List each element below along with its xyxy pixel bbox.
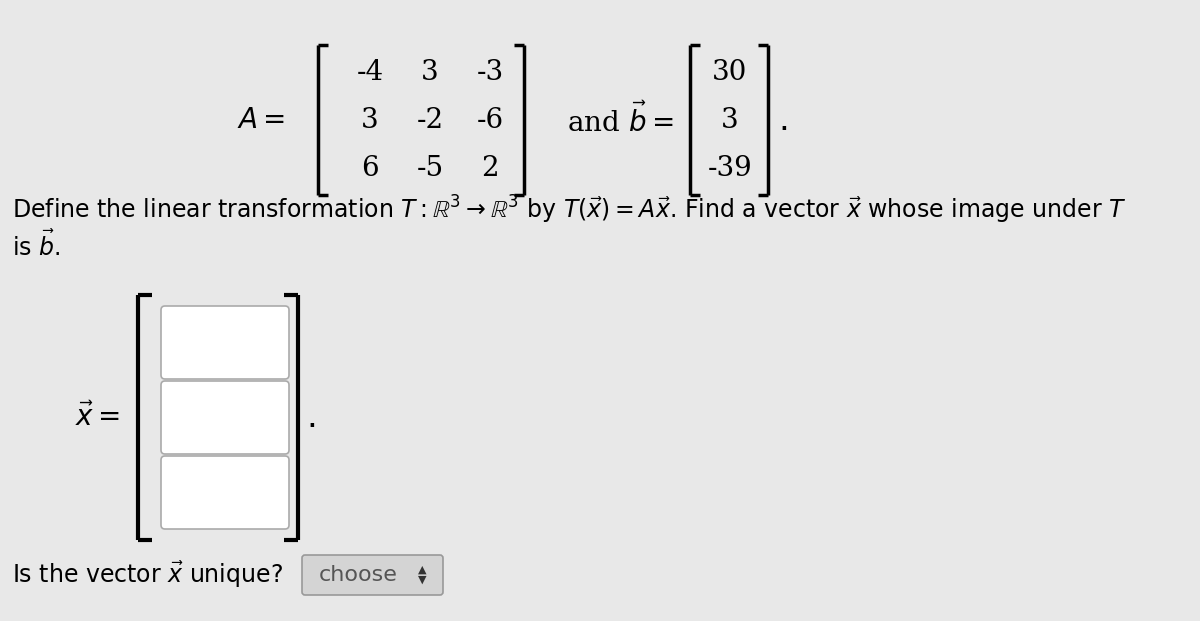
Text: and $\vec{b} =$: and $\vec{b} =$ bbox=[566, 102, 673, 137]
Text: .: . bbox=[306, 401, 317, 434]
Text: 30: 30 bbox=[713, 58, 748, 86]
Text: Define the linear transformation $T : \mathbb{R}^3 \rightarrow \mathbb{R}^3$ by : Define the linear transformation $T : \m… bbox=[12, 194, 1127, 226]
Text: 3: 3 bbox=[721, 106, 739, 134]
Text: ▼: ▼ bbox=[418, 575, 426, 585]
Text: -39: -39 bbox=[708, 155, 752, 181]
Text: -3: -3 bbox=[476, 58, 504, 86]
FancyBboxPatch shape bbox=[161, 306, 289, 379]
Text: -5: -5 bbox=[416, 155, 444, 181]
Text: -4: -4 bbox=[356, 58, 384, 86]
FancyBboxPatch shape bbox=[302, 555, 443, 595]
Text: is $\vec{b}$.: is $\vec{b}$. bbox=[12, 230, 60, 261]
FancyBboxPatch shape bbox=[161, 456, 289, 529]
Text: 3: 3 bbox=[421, 58, 439, 86]
Text: 2: 2 bbox=[481, 155, 499, 181]
Text: ▲: ▲ bbox=[418, 565, 426, 575]
Text: $A =$: $A =$ bbox=[236, 106, 286, 134]
Text: -6: -6 bbox=[476, 106, 504, 134]
Text: -2: -2 bbox=[416, 106, 444, 134]
Text: 6: 6 bbox=[361, 155, 379, 181]
Text: $\vec{x} =$: $\vec{x} =$ bbox=[76, 403, 120, 432]
Text: 3: 3 bbox=[361, 106, 379, 134]
Text: Is the vector $\vec{x}$ unique?: Is the vector $\vec{x}$ unique? bbox=[12, 560, 283, 591]
FancyBboxPatch shape bbox=[161, 381, 289, 454]
Text: choose: choose bbox=[319, 565, 398, 585]
Text: .: . bbox=[778, 104, 788, 137]
